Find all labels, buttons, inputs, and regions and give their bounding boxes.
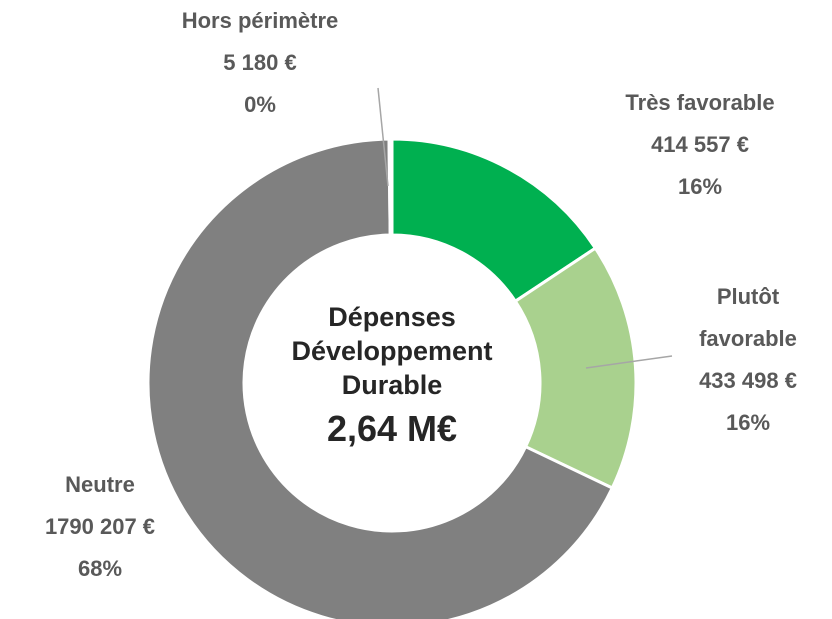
slice-label: Plutôt favorable 433 498 € 16%: [668, 276, 828, 444]
slice-label: Hors périmètre 5 180 € 0%: [180, 0, 340, 126]
slice-label: Neutre 1790 207 € 68%: [0, 464, 200, 590]
share-label: 16%: [677, 174, 723, 199]
share-label: 16%: [725, 410, 771, 435]
leader-line: [585, 355, 673, 369]
center-title: Dépenses Développement Durable: [291, 302, 493, 400]
center-label: Dépenses Développement Durable 2,64 M€: [282, 300, 502, 456]
value-label: 5 180 €: [223, 50, 297, 75]
category-name: Plutôt favorable: [699, 284, 797, 351]
category-name: Hors périmètre: [181, 8, 339, 33]
share-label: 0%: [244, 92, 276, 117]
share-label: 68%: [77, 556, 123, 581]
slice: [387, 137, 394, 237]
category-name: Très favorable: [625, 90, 775, 115]
slice: [146, 137, 615, 619]
category-name: Neutre: [65, 472, 135, 497]
center-value: 2,64 M€: [326, 408, 458, 449]
value-label: 414 557 €: [651, 132, 749, 157]
value-label: 1790 207 €: [44, 514, 156, 539]
slice-label: Très favorable 414 557 € 16%: [590, 82, 810, 208]
value-label: 433 498 €: [699, 368, 797, 393]
leader-line: [377, 87, 389, 187]
